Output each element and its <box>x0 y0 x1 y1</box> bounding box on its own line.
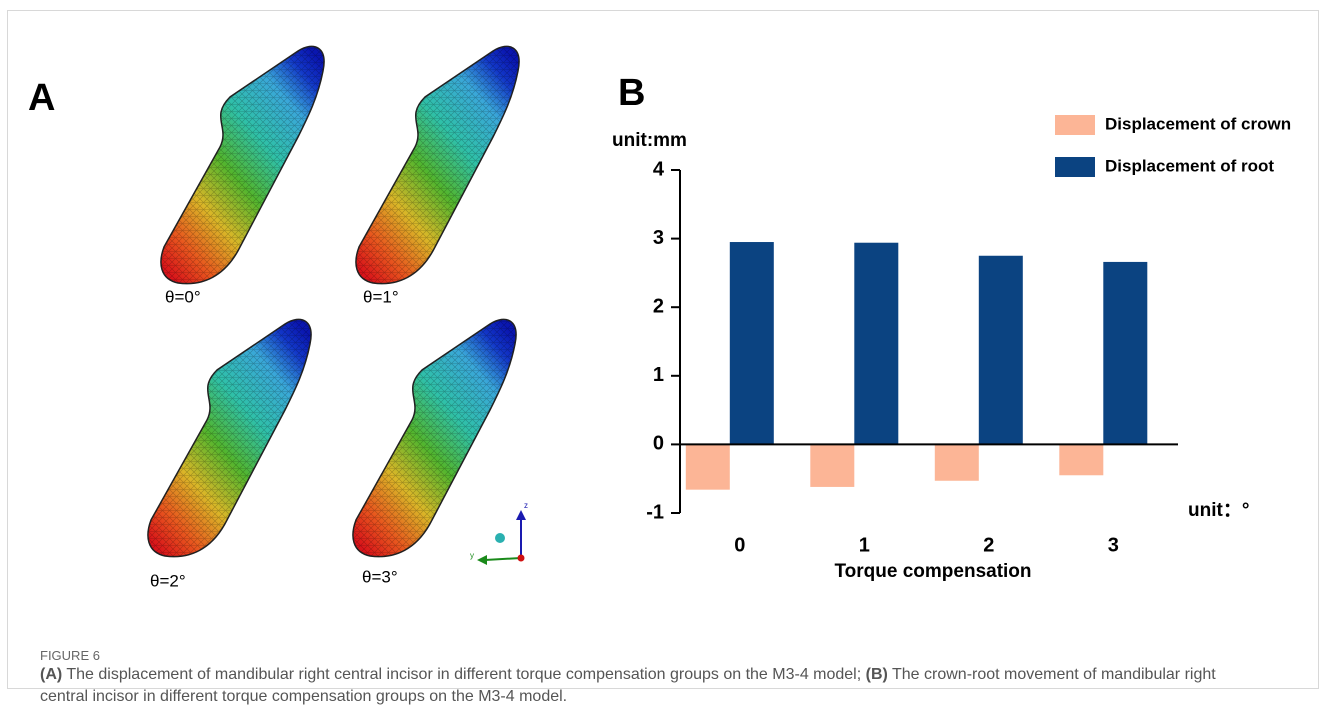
x-tick-label: 3 <box>1108 534 1119 556</box>
axis-triad: z y <box>470 501 528 565</box>
bar <box>935 444 979 480</box>
legend-label: Displacement of crown <box>1105 114 1291 133</box>
bar <box>686 444 730 489</box>
legend-label: Displacement of root <box>1105 156 1274 175</box>
x-tick-label: 2 <box>983 534 994 556</box>
y-tick-label: -1 <box>646 501 664 523</box>
bar <box>1059 444 1103 475</box>
y-tick-label: 3 <box>653 227 664 249</box>
figure-label: FIGURE 6 <box>40 648 100 663</box>
caption-label: (A) <box>40 666 62 683</box>
bar <box>854 243 898 445</box>
y-tick-label: 1 <box>653 364 664 386</box>
x-axis-unit: unit：° <box>1188 500 1249 521</box>
x-tick-label: 0 <box>734 534 745 556</box>
bar <box>1103 262 1147 444</box>
model-label: θ=1° <box>363 287 399 306</box>
bar <box>730 242 774 444</box>
caption-label: (B) <box>866 666 888 683</box>
caption-text: The displacement of mandibular right cen… <box>62 666 865 683</box>
tooth-model <box>356 46 519 283</box>
model-label: θ=2° <box>150 571 186 590</box>
tooth-model <box>161 46 324 283</box>
tooth-model <box>353 319 516 556</box>
page: {"figure": {"label": "FIGURE 6", "captio… <box>0 0 1328 698</box>
figure: A θ=0° θ=1° θ=2° θ=3° z y B unit:mm unit… <box>0 0 1328 640</box>
x-tick-label: 1 <box>859 534 870 556</box>
x-axis-title: Torque compensation <box>834 561 1031 582</box>
caption: (A) The displacement of mandibular right… <box>40 664 1250 708</box>
bar <box>810 444 854 487</box>
model-label: θ=3° <box>362 567 398 586</box>
bar <box>979 256 1023 445</box>
panel-label: B <box>618 72 645 114</box>
y-tick-label: 2 <box>653 295 664 317</box>
legend-swatch <box>1055 115 1095 135</box>
y-tick-label: 0 <box>653 433 664 455</box>
model-label: θ=0° <box>165 287 201 306</box>
tooth-model <box>148 319 311 556</box>
axis-label: z <box>524 501 528 510</box>
axis-label: y <box>470 551 474 560</box>
y-axis-title: unit:mm <box>612 130 687 151</box>
panel-label: A <box>28 77 55 119</box>
y-tick-label: 4 <box>653 158 665 180</box>
legend-swatch <box>1055 157 1095 177</box>
